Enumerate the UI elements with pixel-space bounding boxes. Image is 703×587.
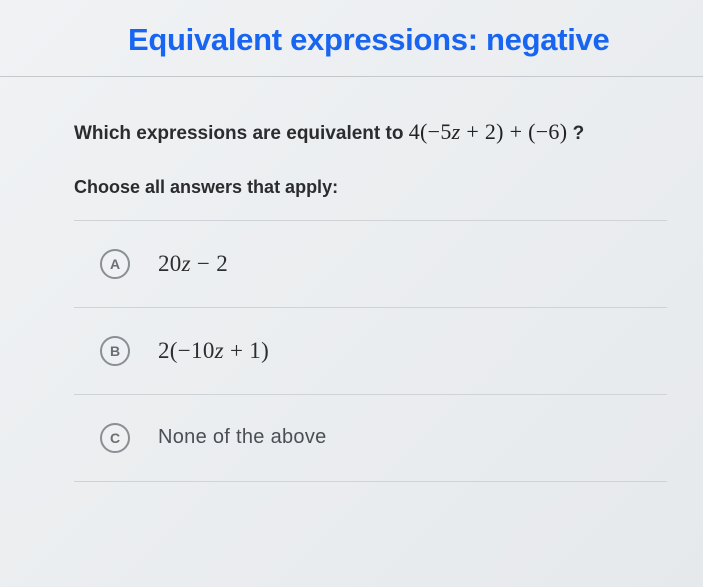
choice-b-text: 2(−10z + 1) — [158, 338, 269, 364]
quiz-page: Equivalent expressions: negative Which e… — [0, 0, 703, 587]
prompt-expression: 4(−5z + 2) + (−6) — [409, 119, 568, 144]
choice-b[interactable]: B 2(−10z + 1) — [74, 308, 667, 395]
page-title: Equivalent expressions: negative — [0, 0, 703, 76]
choice-c-text: None of the above — [158, 426, 327, 449]
choice-list: A 20z − 2 B 2(−10z + 1) C None of the ab… — [74, 220, 667, 482]
choice-letter-badge: B — [100, 336, 130, 366]
instruction-text: Choose all answers that apply: — [74, 177, 667, 198]
prompt-prefix: Which expressions are equivalent to — [74, 123, 409, 144]
prompt-suffix: ? — [567, 123, 584, 144]
choice-c[interactable]: C None of the above — [74, 395, 667, 482]
choice-letter-badge: C — [100, 423, 130, 453]
choice-letter-badge: A — [100, 249, 130, 279]
question-content: Which expressions are equivalent to 4(−5… — [0, 77, 703, 482]
choice-a-text: 20z − 2 — [158, 251, 228, 277]
question-prompt: Which expressions are equivalent to 4(−5… — [74, 115, 667, 149]
choice-a[interactable]: A 20z − 2 — [74, 221, 667, 308]
